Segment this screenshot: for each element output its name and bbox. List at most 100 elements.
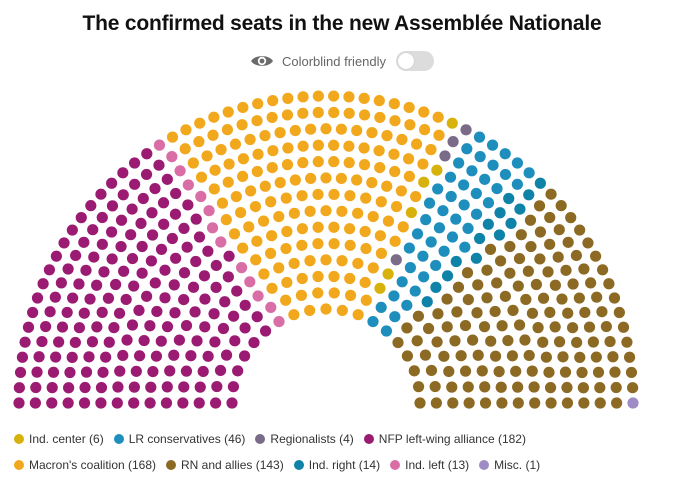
seat-rn[interactable] <box>523 349 535 362</box>
seat-macron[interactable] <box>425 144 437 156</box>
seat-macron[interactable] <box>264 247 277 259</box>
seat-nfp[interactable] <box>135 217 147 229</box>
seat-ind_right[interactable] <box>441 270 454 282</box>
seat-nfp[interactable] <box>199 321 211 333</box>
seat-macron[interactable] <box>195 171 208 183</box>
seat-nfp[interactable] <box>16 351 29 363</box>
seat-nfp[interactable] <box>136 240 148 253</box>
seat-lr[interactable] <box>409 285 421 297</box>
seat-nfp[interactable] <box>95 382 108 394</box>
seat-nfp[interactable] <box>43 264 56 276</box>
seat-macron[interactable] <box>259 180 271 192</box>
seat-nfp[interactable] <box>160 397 173 409</box>
seat-lr[interactable] <box>470 187 482 200</box>
seat-rn[interactable] <box>525 240 537 253</box>
seat-ind_right[interactable] <box>421 296 433 308</box>
seat-rn[interactable] <box>571 336 583 349</box>
seat-rn[interactable] <box>414 397 426 409</box>
seat-nfp[interactable] <box>79 381 91 394</box>
seat-nfp[interactable] <box>161 381 173 393</box>
seat-rn[interactable] <box>545 188 557 200</box>
seat-macron[interactable] <box>282 92 294 104</box>
seat-nfp[interactable] <box>147 365 159 378</box>
seat-nfp[interactable] <box>126 319 139 331</box>
seat-macron[interactable] <box>237 101 249 114</box>
seat-nfp[interactable] <box>194 381 206 393</box>
seat-macron[interactable] <box>252 98 264 110</box>
seat-macron[interactable] <box>312 139 324 151</box>
seat-nfp[interactable] <box>198 270 211 282</box>
seat-rn[interactable] <box>604 335 616 348</box>
seat-rn[interactable] <box>481 264 493 276</box>
seat-rn[interactable] <box>526 365 538 377</box>
legend-item[interactable]: Misc. (1) <box>479 457 540 473</box>
seat-nfp[interactable] <box>115 214 128 226</box>
seat-nfp[interactable] <box>155 243 168 255</box>
seat-nfp[interactable] <box>78 307 90 319</box>
seat-rn[interactable] <box>623 351 636 363</box>
seat-lr[interactable] <box>473 131 486 143</box>
seat-nfp[interactable] <box>222 271 234 283</box>
seat-nfp[interactable] <box>239 299 251 311</box>
seat-ind_left[interactable] <box>265 301 277 313</box>
seat-ind_right[interactable] <box>493 229 506 241</box>
seat-rn[interactable] <box>562 307 574 319</box>
seat-nfp[interactable] <box>133 350 146 362</box>
seat-rn[interactable] <box>512 280 524 292</box>
seat-nfp[interactable] <box>117 167 129 179</box>
legend-item[interactable]: Ind. right (14) <box>293 457 380 473</box>
seat-nfp[interactable] <box>190 213 202 225</box>
seat-macron[interactable] <box>222 106 234 118</box>
seat-rn[interactable] <box>544 238 556 250</box>
seat-rn[interactable] <box>617 321 630 333</box>
seat-rn[interactable] <box>446 381 458 393</box>
seat-rn[interactable] <box>476 365 488 377</box>
seat-rn[interactable] <box>609 366 621 378</box>
seat-macron[interactable] <box>209 164 221 176</box>
seat-nfp[interactable] <box>73 278 85 290</box>
seat-rn[interactable] <box>462 294 474 306</box>
seat-ind_center[interactable] <box>405 206 417 219</box>
seat-rn[interactable] <box>537 336 549 348</box>
seat-macron[interactable] <box>288 309 300 321</box>
seat-nfp[interactable] <box>33 351 45 363</box>
seat-nfp[interactable] <box>180 365 193 377</box>
seat-macron[interactable] <box>251 235 263 247</box>
seat-macron[interactable] <box>358 159 371 171</box>
seat-macron[interactable] <box>266 111 278 124</box>
seat-macron[interactable] <box>245 185 257 197</box>
seat-macron[interactable] <box>312 90 324 102</box>
seat-rn[interactable] <box>557 351 569 363</box>
seat-macron[interactable] <box>366 127 378 139</box>
seat-nfp[interactable] <box>187 281 200 293</box>
seat-macron[interactable] <box>288 207 300 219</box>
seat-macron[interactable] <box>375 196 387 208</box>
seat-macron[interactable] <box>230 190 242 203</box>
seat-macron[interactable] <box>267 95 279 107</box>
seat-nfp[interactable] <box>126 252 139 265</box>
seat-ind_left[interactable] <box>203 205 215 217</box>
seat-macron[interactable] <box>228 228 241 240</box>
seat-macron[interactable] <box>360 192 372 204</box>
seat-nfp[interactable] <box>117 349 129 362</box>
seat-nfp[interactable] <box>178 222 190 235</box>
seat-nfp[interactable] <box>49 291 61 303</box>
seat-ind_right[interactable] <box>534 177 546 189</box>
seat-macron[interactable] <box>328 106 340 119</box>
seat-rn[interactable] <box>507 304 519 316</box>
seat-lr[interactable] <box>445 190 457 203</box>
seat-ind_left[interactable] <box>195 190 207 203</box>
seat-nfp[interactable] <box>69 336 81 349</box>
seat-rn[interactable] <box>565 212 577 224</box>
seat-macron[interactable] <box>336 205 348 217</box>
seat-nfp[interactable] <box>146 207 158 219</box>
seat-rn[interactable] <box>533 200 546 212</box>
seat-rn[interactable] <box>567 278 579 290</box>
seat-nfp[interactable] <box>100 351 112 363</box>
seat-rn[interactable] <box>419 349 432 361</box>
seat-nfp[interactable] <box>259 325 272 337</box>
seat-rn[interactable] <box>522 265 534 277</box>
seat-lr[interactable] <box>458 179 470 191</box>
seat-macron[interactable] <box>252 148 264 160</box>
seat-macron[interactable] <box>280 242 292 255</box>
